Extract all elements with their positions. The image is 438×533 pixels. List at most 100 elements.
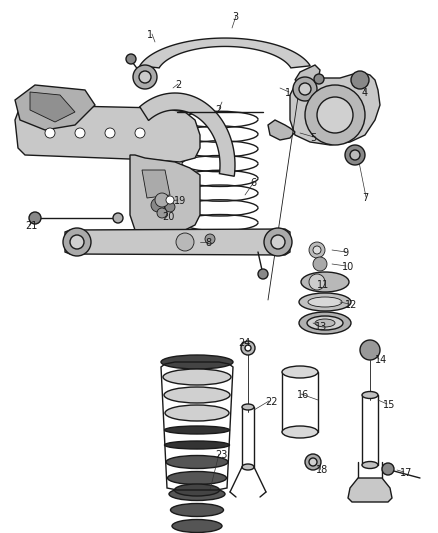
Polygon shape (140, 38, 310, 68)
Ellipse shape (308, 297, 342, 307)
Circle shape (126, 54, 136, 64)
Text: 16: 16 (297, 390, 309, 400)
Circle shape (293, 77, 317, 101)
Circle shape (360, 340, 380, 360)
Text: 1: 1 (285, 88, 291, 98)
Ellipse shape (170, 504, 223, 516)
Ellipse shape (163, 369, 231, 385)
Polygon shape (65, 229, 290, 255)
Circle shape (309, 242, 325, 258)
Circle shape (241, 341, 255, 355)
Circle shape (309, 458, 317, 466)
Polygon shape (142, 170, 170, 198)
Circle shape (176, 233, 194, 251)
Circle shape (305, 85, 365, 145)
Circle shape (305, 454, 321, 470)
Circle shape (351, 71, 369, 89)
Circle shape (313, 257, 327, 271)
Ellipse shape (164, 387, 230, 403)
Ellipse shape (169, 488, 225, 500)
Ellipse shape (315, 319, 335, 327)
Polygon shape (140, 93, 235, 176)
Circle shape (314, 74, 324, 84)
Ellipse shape (172, 520, 222, 532)
Circle shape (313, 246, 321, 254)
Text: 20: 20 (162, 212, 174, 222)
Polygon shape (15, 85, 95, 130)
Circle shape (264, 228, 292, 256)
Text: 6: 6 (250, 178, 256, 188)
Circle shape (350, 150, 360, 160)
Polygon shape (348, 478, 392, 502)
Text: 2: 2 (215, 105, 221, 115)
Ellipse shape (242, 404, 254, 410)
Circle shape (29, 212, 41, 224)
Text: 22: 22 (265, 397, 278, 407)
Ellipse shape (166, 456, 228, 469)
Circle shape (382, 463, 394, 475)
Ellipse shape (282, 366, 318, 378)
Ellipse shape (299, 293, 351, 311)
Circle shape (245, 345, 251, 351)
Circle shape (133, 65, 157, 89)
Text: 15: 15 (383, 400, 396, 410)
Ellipse shape (174, 484, 219, 496)
Ellipse shape (165, 405, 229, 421)
Circle shape (135, 128, 145, 138)
Circle shape (70, 235, 84, 249)
Text: 2: 2 (175, 80, 181, 90)
Text: 21: 21 (25, 221, 37, 231)
Circle shape (139, 71, 151, 83)
Ellipse shape (242, 464, 254, 470)
Text: 24: 24 (238, 338, 251, 348)
Polygon shape (295, 65, 320, 82)
Circle shape (166, 196, 174, 204)
Text: 10: 10 (342, 262, 354, 272)
Circle shape (75, 128, 85, 138)
Text: 13: 13 (315, 322, 327, 332)
Text: 8: 8 (205, 238, 211, 248)
Ellipse shape (161, 355, 233, 369)
Ellipse shape (167, 472, 226, 484)
Polygon shape (15, 105, 200, 162)
Text: 12: 12 (345, 300, 357, 310)
Circle shape (45, 128, 55, 138)
Ellipse shape (307, 316, 343, 330)
Text: 23: 23 (215, 450, 227, 460)
Polygon shape (268, 120, 295, 140)
Circle shape (317, 97, 353, 133)
Text: 7: 7 (362, 193, 368, 203)
Ellipse shape (362, 392, 378, 399)
Ellipse shape (282, 426, 318, 438)
Text: 17: 17 (400, 468, 412, 478)
Polygon shape (130, 155, 200, 235)
Ellipse shape (299, 312, 351, 334)
Circle shape (155, 193, 169, 207)
Circle shape (105, 128, 115, 138)
Circle shape (151, 198, 165, 212)
Text: 14: 14 (375, 355, 387, 365)
Text: 18: 18 (316, 465, 328, 475)
Text: 1: 1 (147, 30, 153, 40)
Text: 5: 5 (310, 133, 316, 143)
Text: 4: 4 (362, 88, 368, 98)
Circle shape (299, 83, 311, 95)
Circle shape (157, 208, 167, 218)
Circle shape (165, 202, 175, 212)
Ellipse shape (301, 272, 349, 292)
Ellipse shape (165, 426, 230, 434)
Ellipse shape (165, 441, 230, 449)
Polygon shape (290, 72, 380, 145)
Polygon shape (30, 92, 75, 122)
Circle shape (113, 213, 123, 223)
Circle shape (309, 274, 325, 290)
Text: 11: 11 (317, 280, 329, 290)
Circle shape (258, 269, 268, 279)
Text: 19: 19 (174, 196, 186, 206)
Ellipse shape (362, 462, 378, 469)
Circle shape (205, 234, 215, 244)
Circle shape (345, 145, 365, 165)
Circle shape (271, 235, 285, 249)
Circle shape (63, 228, 91, 256)
Text: 3: 3 (232, 12, 238, 22)
